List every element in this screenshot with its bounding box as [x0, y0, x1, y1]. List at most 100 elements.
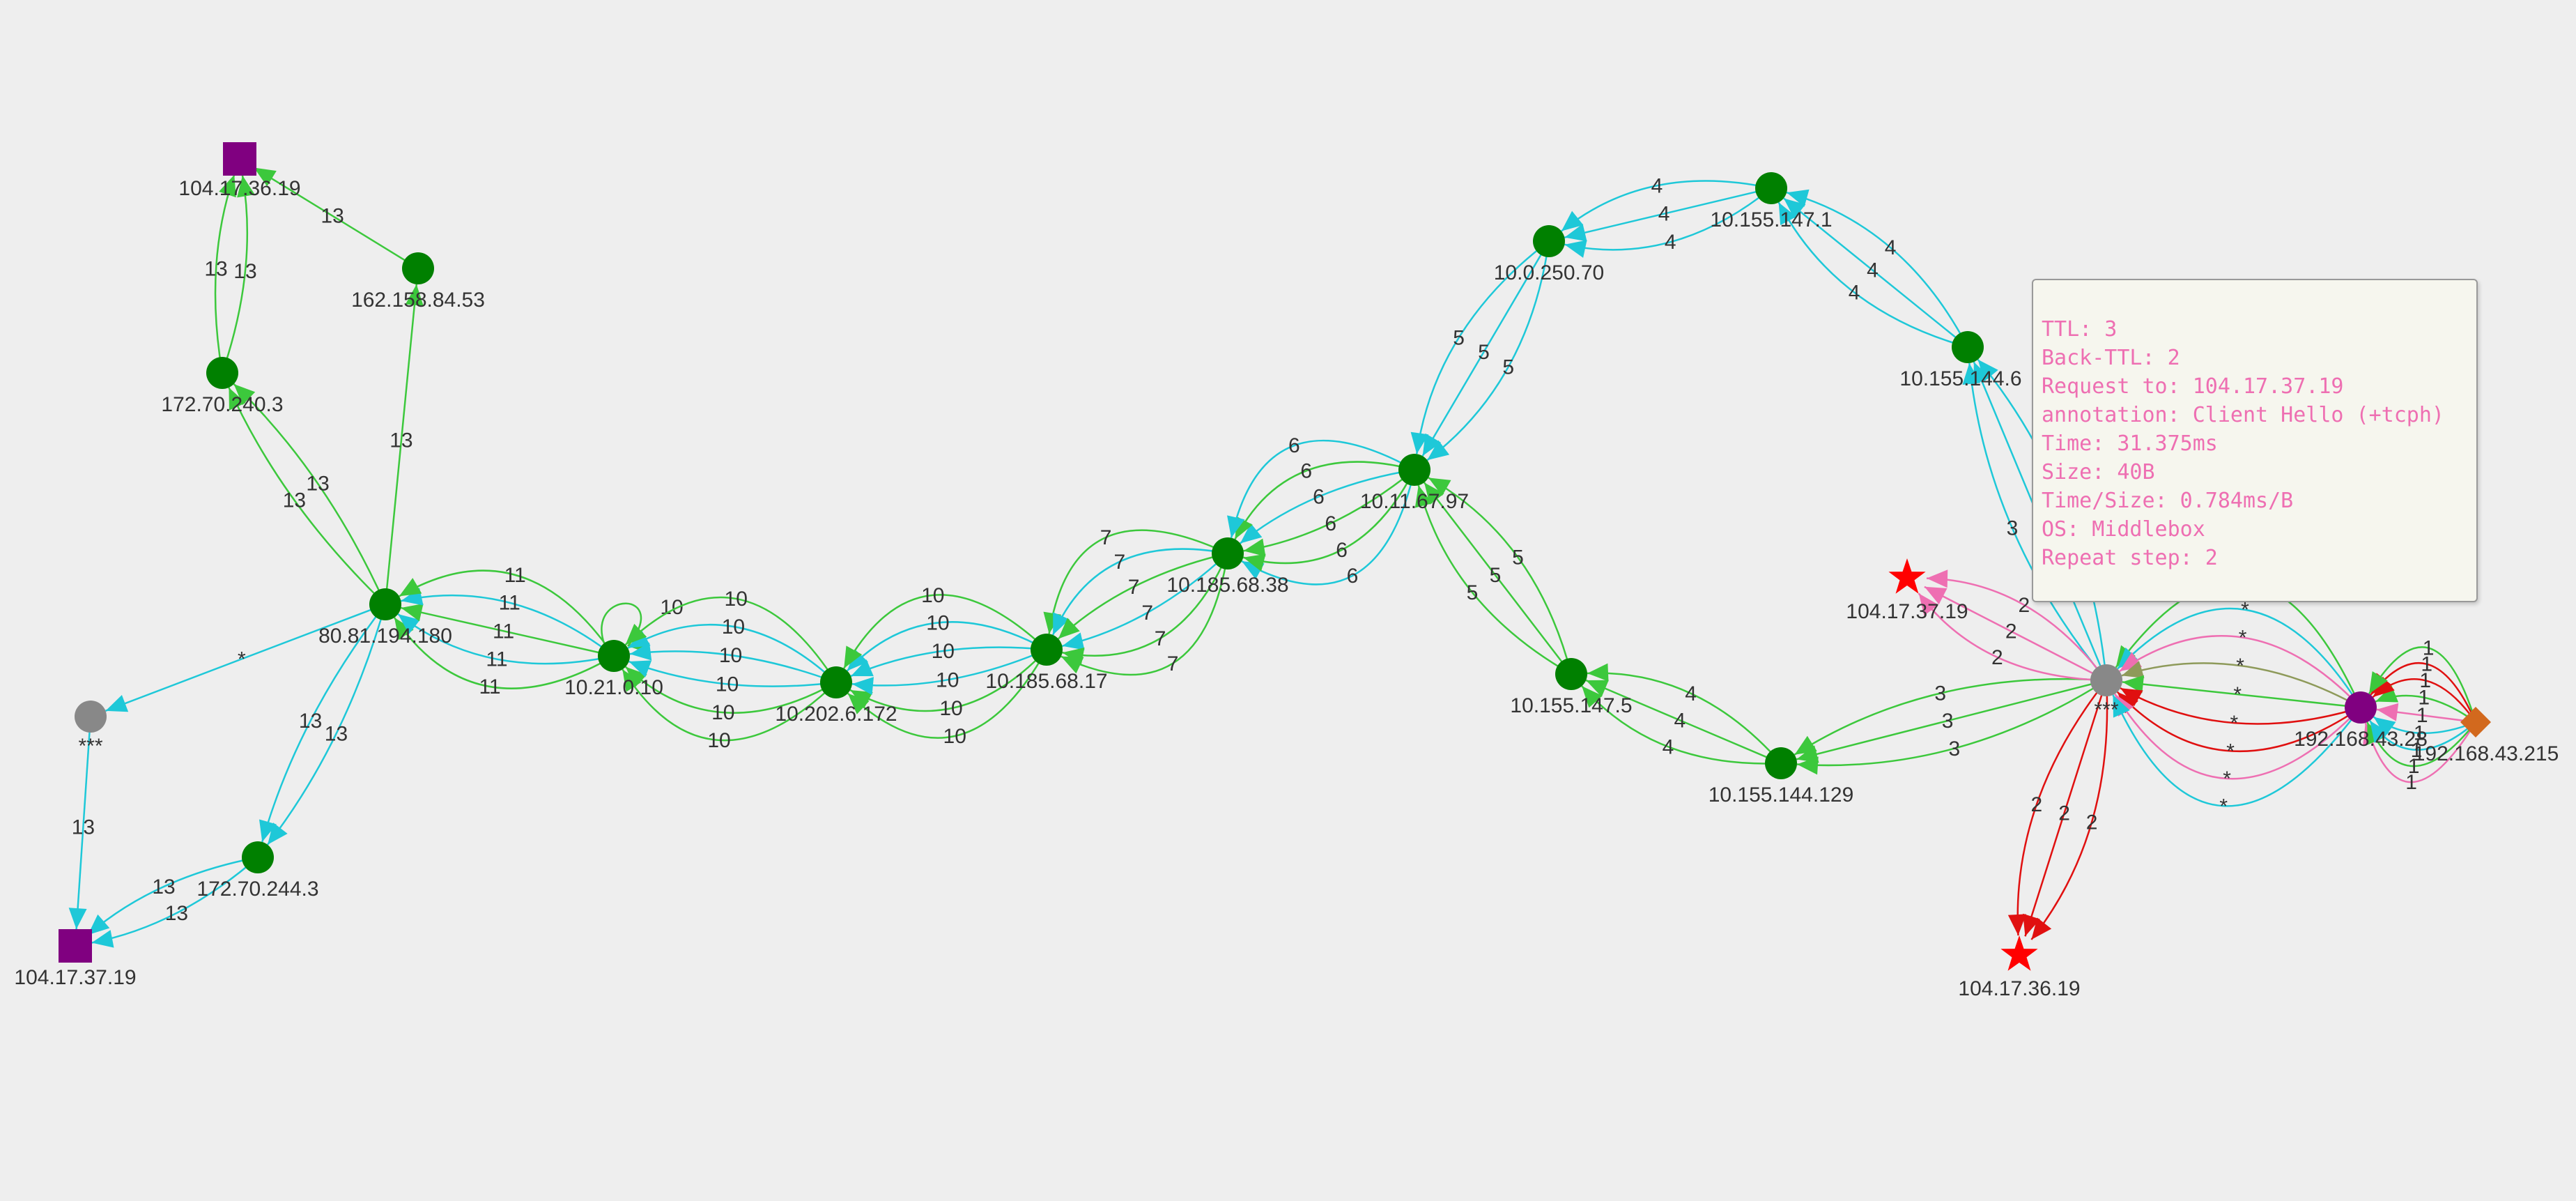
edge-n1018517-to-n10202[interactable]: 10 — [843, 584, 1047, 669]
edge-n1018538-to-n1018517[interactable]: 7 — [1061, 553, 1229, 676]
edge-n10202-to-n1021[interactable]: 10 — [628, 660, 837, 696]
node-square-104-17-36-19[interactable]: 104.17.36.19 — [178, 142, 301, 200]
edge-n1021-to-n80[interactable]: 11 — [401, 603, 615, 657]
edge-n100250-to-n1011[interactable]: 5 — [1410, 240, 1550, 454]
edge-n1011-to-n1018538[interactable]: 6 — [1241, 469, 1416, 588]
node-circle-172-70-240-3[interactable]: 172.70.240.3 — [161, 357, 284, 416]
node-marker[interactable] — [206, 357, 238, 389]
edge-n1018538-to-n1018517[interactable]: 7 — [1052, 548, 1228, 636]
edge-n100250-to-n1011[interactable]: 5 — [1421, 240, 1550, 457]
node-marker[interactable] — [820, 666, 852, 698]
node-marker[interactable] — [402, 252, 434, 284]
edge-g2-to-n10155129[interactable]: 3 — [1796, 679, 2107, 775]
edge-n1018517-to-n10202[interactable]: 10 — [849, 649, 1047, 720]
edge-n162-to-sq1[interactable]: 13 — [253, 167, 419, 270]
edge-n1011-to-n1018538[interactable]: 6 — [1243, 469, 1415, 557]
edge-n1018538-to-n1018517[interactable]: 7 — [1058, 552, 1228, 640]
edge-n10202-to-n1021[interactable]: 10 — [622, 668, 837, 752]
edge-n80-to-n172b[interactable]: 13 — [259, 604, 386, 843]
edge-g2-to-st1[interactable]: 2 — [1924, 586, 2107, 682]
edge-n172b-to-sq2[interactable]: 13 — [91, 857, 259, 948]
node-circle-10-185-68-38[interactable]: 10.185.68.38 — [1166, 537, 1289, 597]
edge-n1021-to-n80[interactable]: 11 — [399, 564, 615, 657]
edge-n10155129-to-n1015575[interactable]: 4 — [1581, 685, 1782, 765]
edge-n1018538-to-n1018517[interactable]: 7 — [1062, 553, 1228, 650]
edge-n1015575-to-n1011[interactable]: 5 — [1428, 477, 1573, 675]
edge-n80-to-n162[interactable]: 13 — [384, 284, 424, 605]
edge-cli-to-src[interactable]: 1 — [2373, 716, 2476, 745]
node-marker[interactable] — [1888, 558, 1926, 594]
edge-n10155129-to-n1015575[interactable]: 4 — [1585, 679, 1782, 765]
node-circle-10-11-67-97[interactable]: 10.11.67.97 — [1360, 454, 1469, 513]
node-circle--[interactable]: *** — [2090, 664, 2122, 721]
edge-n1018517-to-n10202[interactable]: 10 — [846, 611, 1047, 672]
node-marker[interactable] — [369, 588, 401, 620]
node-marker[interactable] — [1755, 172, 1787, 204]
edge-n10202-to-n1021[interactable]: 10 — [624, 666, 837, 724]
node-circle-10-155-144-6[interactable]: 10.155.144.6 — [1899, 331, 2022, 390]
node-marker[interactable] — [1398, 454, 1430, 486]
edge-n1015571-to-n100250[interactable]: 4 — [1561, 174, 1772, 232]
edge-n172a-to-sq1[interactable]: 13 — [204, 174, 236, 374]
edge-g2-to-st1[interactable]: 2 — [1926, 569, 2107, 681]
node-marker[interactable] — [2090, 664, 2122, 696]
node-circle--[interactable]: *** — [75, 701, 107, 758]
edge-n1015575-to-n1011[interactable]: 5 — [1414, 484, 1572, 675]
node-circle-10-0-250-70[interactable]: 10.0.250.70 — [1494, 225, 1604, 284]
node-marker[interactable] — [1031, 634, 1063, 666]
edge-n1011-to-n1018538[interactable]: 6 — [1242, 469, 1416, 572]
edge-src-to-g2[interactable]: * — [2122, 675, 2361, 709]
edge-n1018517-to-n10202[interactable]: 10 — [847, 649, 1048, 748]
edge-src-to-g2[interactable]: * — [2116, 691, 2361, 763]
node-diamond-192-168-43-215[interactable]: 192.168.43.215 — [2414, 707, 2559, 765]
node-marker[interactable] — [242, 841, 274, 873]
edge-n100250-to-n1011[interactable]: 5 — [1426, 240, 1550, 461]
node-circle-192-168-43-28[interactable]: 192.168.43.28 — [2294, 691, 2428, 751]
node-marker[interactable] — [1555, 658, 1587, 690]
node-square-104-17-37-19[interactable]: 104.17.37.19 — [14, 929, 137, 989]
node-marker[interactable] — [2345, 691, 2377, 724]
node-star-104-17-36-19[interactable]: 104.17.36.19 — [1958, 935, 2081, 1000]
edge-n80-to-n172b[interactable]: 13 — [267, 604, 387, 846]
node-circle-10-202-6-172[interactable]: 10.202.6.172 — [775, 666, 897, 726]
node-marker[interactable] — [59, 929, 92, 963]
node-marker[interactable] — [598, 640, 630, 672]
node-circle-172-70-244-3[interactable]: 172.70.244.3 — [196, 841, 319, 901]
edge-n1021-to-n80[interactable]: 11 — [393, 617, 615, 698]
edge-n1021-to-n80[interactable]: 11 — [397, 613, 615, 671]
node-circle-10-155-147-1[interactable]: 10.155.147.1 — [1710, 172, 1833, 231]
edge-n1011-to-n1018538[interactable]: 6 — [1227, 434, 1415, 538]
edge-g2-to-st1[interactable]: 2 — [1918, 592, 2107, 682]
edge-n1018517-to-n10202[interactable]: 10 — [850, 640, 1047, 678]
node-circle-162-158-84-53[interactable]: 162.158.84.53 — [351, 252, 485, 312]
edge-n1015544-to-n1015571[interactable]: 4 — [1777, 201, 1968, 349]
edge-n1015571-to-n100250[interactable]: 4 — [1564, 188, 1772, 258]
edge-n1015544-to-n1015571[interactable]: 4 — [1786, 189, 1969, 348]
edge-n1015571-to-n100250[interactable]: 4 — [1564, 187, 1772, 242]
edge-n1018517-to-n10202[interactable]: 10 — [851, 648, 1047, 696]
node-marker[interactable] — [1533, 225, 1565, 257]
node-circle-10-185-68-17[interactable]: 10.185.68.17 — [985, 634, 1108, 693]
edge-g2-to-st2[interactable]: 2 — [2023, 680, 2108, 937]
node-star-104-17-37-19[interactable]: 104.17.37.19 — [1846, 558, 1968, 623]
edge-n172b-to-sq2[interactable]: 13 — [87, 856, 259, 936]
node-marker[interactable] — [2000, 935, 2038, 971]
edge-n10202-to-n1021[interactable]: 10 — [629, 642, 837, 684]
edge-g1-to-sq2[interactable]: 13 — [68, 716, 95, 930]
edge-n172a-to-sq1[interactable]: 13 — [221, 175, 257, 374]
node-circle-10-155-147-5[interactable]: 10.155.147.5 — [1510, 658, 1633, 717]
edge-n80-to-g1[interactable]: * — [105, 603, 386, 712]
node-marker[interactable] — [2460, 707, 2491, 737]
edge-cli-to-src[interactable]: 1 — [2375, 685, 2476, 724]
edge-n80-to-n172a[interactable]: 13 — [233, 383, 387, 605]
node-circle-10-155-144-129[interactable]: 10.155.144.129 — [1709, 747, 1854, 806]
node-marker[interactable] — [1765, 747, 1797, 779]
node-marker[interactable] — [1952, 331, 1984, 363]
edge-g2-to-n10155129[interactable]: 3 — [1794, 678, 2107, 756]
node-marker[interactable] — [75, 701, 107, 733]
edge-src-to-g2[interactable]: * — [2112, 694, 2362, 818]
node-marker[interactable] — [223, 142, 256, 176]
edge-src-to-g2[interactable]: * — [2121, 655, 2361, 709]
